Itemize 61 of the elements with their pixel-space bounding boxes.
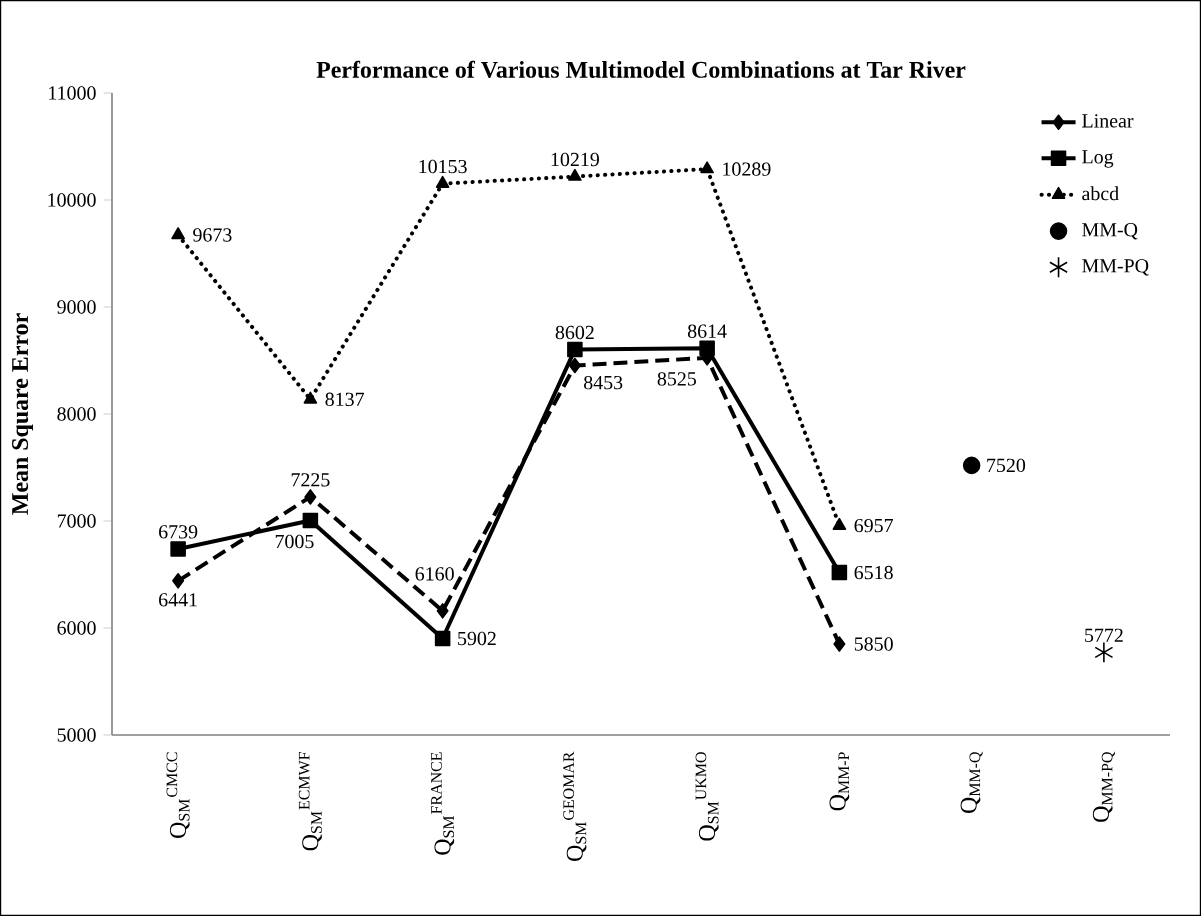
data-label: 5772 xyxy=(1085,628,1123,643)
data-label: 10219 xyxy=(551,152,599,167)
x-tick-label: Q$_{SM}$CMCC xyxy=(166,752,190,838)
y-tick-label: 9000 xyxy=(57,300,96,314)
point xyxy=(303,391,318,404)
y-tick-label: 8000 xyxy=(57,407,96,421)
y-axis-title: Mean Square Error xyxy=(12,313,33,515)
data-label: 6518 xyxy=(854,565,893,580)
point xyxy=(302,512,319,529)
data-label: 8525 xyxy=(657,372,696,386)
y-tick-label: 10000 xyxy=(48,193,96,207)
point xyxy=(435,175,450,188)
point xyxy=(700,161,714,174)
data-label: 7225 xyxy=(291,473,330,487)
chart-title: Performance of Various Multimodel Combinations at Tar River xyxy=(316,60,966,78)
point xyxy=(568,357,581,374)
data-label: 8614 xyxy=(687,324,727,338)
x-tick-label: Q$_{SM}$FRANCE xyxy=(431,752,455,855)
data-label: 5850 xyxy=(854,637,893,651)
point xyxy=(170,541,186,557)
data-label: 10289 xyxy=(723,162,771,176)
x-tick-label: Q$_{MM-PQ}$ xyxy=(1092,751,1115,822)
point xyxy=(434,630,451,647)
data-label: 10153 xyxy=(419,159,467,174)
x-tick-label: Q$_{MM-Q}$ xyxy=(960,751,983,814)
point xyxy=(699,340,715,357)
data-label: 5902 xyxy=(458,631,496,646)
x-tick-label: Q$_{SM}$ECMWF xyxy=(298,752,322,851)
point xyxy=(831,564,848,581)
data-label: 8453 xyxy=(584,375,623,390)
legend-label: MM-PQ xyxy=(1082,259,1149,276)
point xyxy=(1094,641,1114,664)
data-label: 6957 xyxy=(854,518,894,533)
y-tick-label: 11000 xyxy=(49,86,96,100)
y-tick-label: 7000 xyxy=(57,514,96,528)
legend-label: abcd xyxy=(1082,186,1119,201)
point xyxy=(833,636,846,652)
data-label: 6739 xyxy=(159,525,198,539)
data-label: 7005 xyxy=(275,534,314,549)
x-tick-label: Q$_{MM-P}$ xyxy=(829,752,850,811)
point xyxy=(304,489,317,505)
point xyxy=(567,341,583,358)
data-label: 8602 xyxy=(555,325,594,340)
point xyxy=(962,456,981,475)
data-label: 9673 xyxy=(193,228,232,242)
y-tick-label: 6000 xyxy=(57,621,96,635)
data-label: 6441 xyxy=(159,593,197,607)
y-tick-label: 5000 xyxy=(57,728,96,742)
point xyxy=(832,517,847,530)
point xyxy=(568,168,582,181)
point xyxy=(171,227,185,240)
legend-label: Log xyxy=(1082,150,1114,168)
legend-label: Linear xyxy=(1082,114,1134,128)
point xyxy=(436,603,449,619)
x-tick-label: Q$_{SM}$UKMO xyxy=(695,752,719,841)
data-label: 8137 xyxy=(325,392,365,407)
legend-label: MM-Q xyxy=(1082,223,1138,240)
data-label: 7520 xyxy=(987,458,1026,473)
data-label: 6160 xyxy=(415,567,454,581)
point xyxy=(172,573,185,589)
x-tick-label: Q$_{SM}$GEOMAR xyxy=(563,751,587,861)
